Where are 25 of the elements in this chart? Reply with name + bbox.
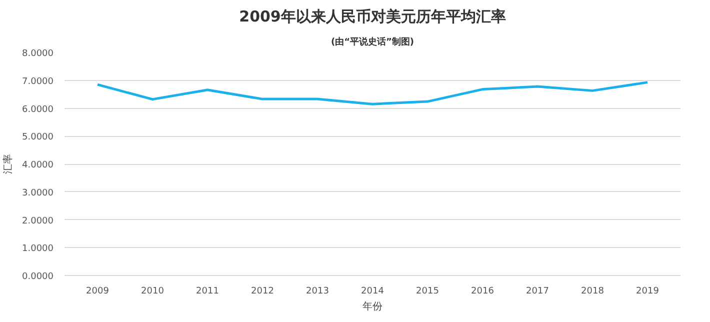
chart-subtitle: (由“平说史话”制图) [330,36,414,48]
x-tick-label: 2010 [141,286,164,296]
x-tick-label: 2013 [306,286,329,296]
y-tick-label: 3.0000 [22,188,54,198]
x-tick-label: 2019 [636,286,660,296]
y-axis-title: 汇率 [2,154,14,174]
y-tick-label: 8.0000 [22,49,54,59]
line-series [96,81,649,106]
y-tick-label: 7.0000 [22,76,54,87]
y-tick-label: 0.0000 [22,272,54,282]
x-tick-label: 2009 [86,286,110,296]
y-tick-label: 4.0000 [22,160,54,170]
y-tick-label: 6.0000 [22,104,54,115]
x-tick-label: 2017 [526,286,549,296]
x-axis-title: 年份 [362,300,382,312]
y-tick-label: 5.0000 [22,132,54,143]
x-tick-label: 2018 [581,286,604,296]
x-tick-label: 2016 [471,286,494,296]
y-tick-label: 1.0000 [22,244,54,254]
x-tick-label: 2014 [361,286,384,296]
y-tick-label: 2.0000 [22,216,54,226]
x-tick-label: 2011 [196,286,219,296]
x-tick-label: 2012 [251,286,274,296]
chart-title: 2009年以来人民币对美元历年平均汇率 [239,8,506,26]
x-tick-label: 2015 [416,286,439,296]
